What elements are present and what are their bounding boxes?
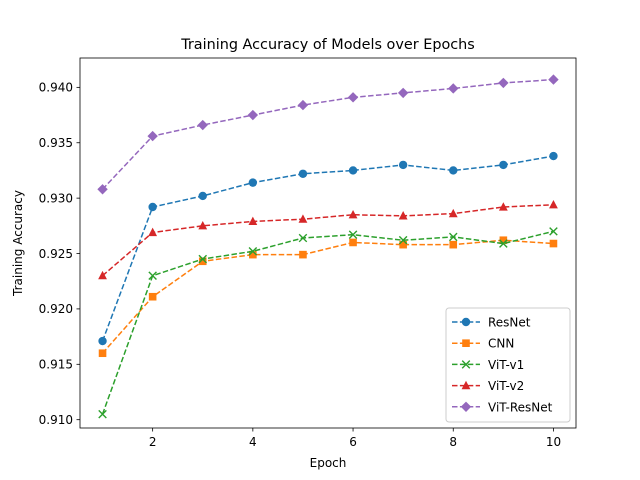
- legend-item-resnet: ResNet: [452, 316, 531, 330]
- chart-title: Training Accuracy of Models over Epochs: [180, 37, 475, 53]
- data-point-resnet: [348, 166, 358, 175]
- data-point-vit-v1: [448, 232, 458, 242]
- x-tick-label: 10: [546, 435, 561, 449]
- data-point-vit-resnet: [347, 92, 359, 103]
- y-tick-label: 0.940: [39, 81, 73, 95]
- data-point-resnet: [298, 169, 308, 178]
- x-axis: 2 4 6 8 10: [149, 428, 561, 449]
- y-axis: 0.910 0.915 0.920 0.925 0.930 0.935 0.940: [39, 81, 80, 427]
- data-point-resnet: [198, 191, 207, 201]
- y-tick-label: 0.920: [39, 302, 73, 316]
- y-axis-label: Training Accuracy: [11, 190, 25, 297]
- data-point-cnn: [299, 250, 307, 259]
- data-point-vit-v2: [498, 202, 508, 211]
- data-point-vit-v1: [549, 227, 558, 236]
- data-point-vit-resnet: [397, 87, 409, 99]
- legend-label: CNN: [488, 337, 514, 351]
- data-point-resnet: [148, 202, 157, 212]
- data-point-cnn: [249, 250, 257, 259]
- x-tick-label: 6: [349, 435, 357, 449]
- data-point-vit-v2: [248, 216, 258, 225]
- plot-area: [97, 74, 559, 419]
- legend-item-vit-resnet: ViT-ResNet: [452, 400, 553, 414]
- data-point-vit-resnet: [197, 119, 208, 131]
- series-cnn: [98, 236, 558, 358]
- data-point-vit-resnet: [147, 130, 158, 142]
- y-tick-label: 0.930: [39, 191, 73, 205]
- series-line-vit-resnet: [102, 78, 554, 190]
- legend-item-vit-v2: ViT-v2: [452, 379, 524, 393]
- data-point-resnet: [549, 151, 558, 161]
- series-line-vit-v2: [102, 204, 554, 277]
- data-point-vit-v1: [198, 254, 208, 264]
- x-tick-label: 8: [449, 435, 457, 449]
- data-point-vit-v2: [448, 208, 458, 218]
- data-point-vit-v2: [148, 227, 158, 237]
- data-point-resnet: [449, 166, 458, 175]
- legend-item-vit-v1: ViT-v1: [452, 358, 524, 372]
- legend-label: ViT-ResNet: [488, 400, 553, 414]
- legend: ResNet CNN ViT-v1 ViT-v2 ViT-ResNet: [445, 307, 571, 423]
- data-point-vit-v1: [398, 235, 408, 245]
- series-line-resnet: [101, 155, 554, 342]
- data-point-vit-v2: [298, 214, 308, 223]
- series-vit-v1: [98, 227, 558, 419]
- series-resnet: [98, 151, 558, 346]
- x-axis-label: Epoch: [310, 456, 347, 470]
- series-line-vit-v1: [101, 230, 554, 415]
- data-point-vit-v1: [298, 233, 308, 243]
- data-point-vit-v2: [98, 270, 107, 280]
- legend-marker: [461, 317, 471, 327]
- data-point-vit-v1: [148, 271, 157, 280]
- data-point-resnet: [499, 160, 508, 170]
- x-tick-label: 4: [249, 435, 257, 449]
- legend-box: [445, 307, 571, 423]
- legend-marker: [462, 339, 470, 347]
- data-point-vit-resnet: [448, 83, 459, 94]
- data-point-cnn: [399, 240, 407, 249]
- y-tick-label: 0.925: [39, 247, 73, 261]
- series-vit-resnet: [97, 74, 559, 195]
- legend-item-cnn: CNN: [452, 337, 514, 351]
- data-point-cnn: [349, 238, 357, 247]
- y-tick-label: 0.910: [39, 413, 73, 427]
- data-point-vit-v1: [499, 239, 508, 248]
- legend-marker: [461, 380, 471, 390]
- data-point-vit-resnet: [97, 184, 108, 195]
- plot-frame: [79, 57, 577, 429]
- data-point-resnet: [398, 160, 408, 170]
- data-point-vit-v2: [198, 221, 208, 230]
- series-line-cnn: [101, 239, 554, 354]
- data-point-vit-v2: [549, 199, 558, 209]
- data-point-vit-v2: [398, 211, 408, 220]
- legend-marker: [460, 401, 472, 412]
- data-point-cnn: [499, 236, 508, 245]
- series-vit-v2: [98, 199, 558, 280]
- data-point-vit-resnet: [247, 109, 259, 121]
- legend-label: ViT-v2: [488, 379, 524, 393]
- data-point-cnn: [549, 239, 558, 248]
- data-point-cnn: [98, 349, 107, 358]
- data-point-cnn: [148, 292, 157, 301]
- data-point-vit-v1: [348, 230, 358, 239]
- data-point-cnn: [449, 240, 458, 249]
- y-tick-label: 0.935: [39, 136, 73, 150]
- legend-label: ViT-v1: [488, 358, 524, 372]
- data-point-vit-resnet: [297, 99, 309, 111]
- data-point-cnn: [198, 257, 207, 266]
- y-tick-label: 0.915: [39, 358, 73, 372]
- data-point-resnet: [98, 336, 107, 346]
- data-point-resnet: [248, 178, 258, 187]
- legend-marker: [461, 360, 471, 369]
- x-tick-label: 2: [149, 435, 157, 449]
- data-point-vit-v1: [248, 247, 258, 256]
- data-point-vit-v1: [98, 409, 107, 419]
- data-point-vit-resnet: [548, 74, 559, 85]
- legend-label: ResNet: [488, 316, 531, 330]
- data-point-vit-v2: [348, 209, 358, 219]
- data-point-vit-resnet: [498, 77, 509, 89]
